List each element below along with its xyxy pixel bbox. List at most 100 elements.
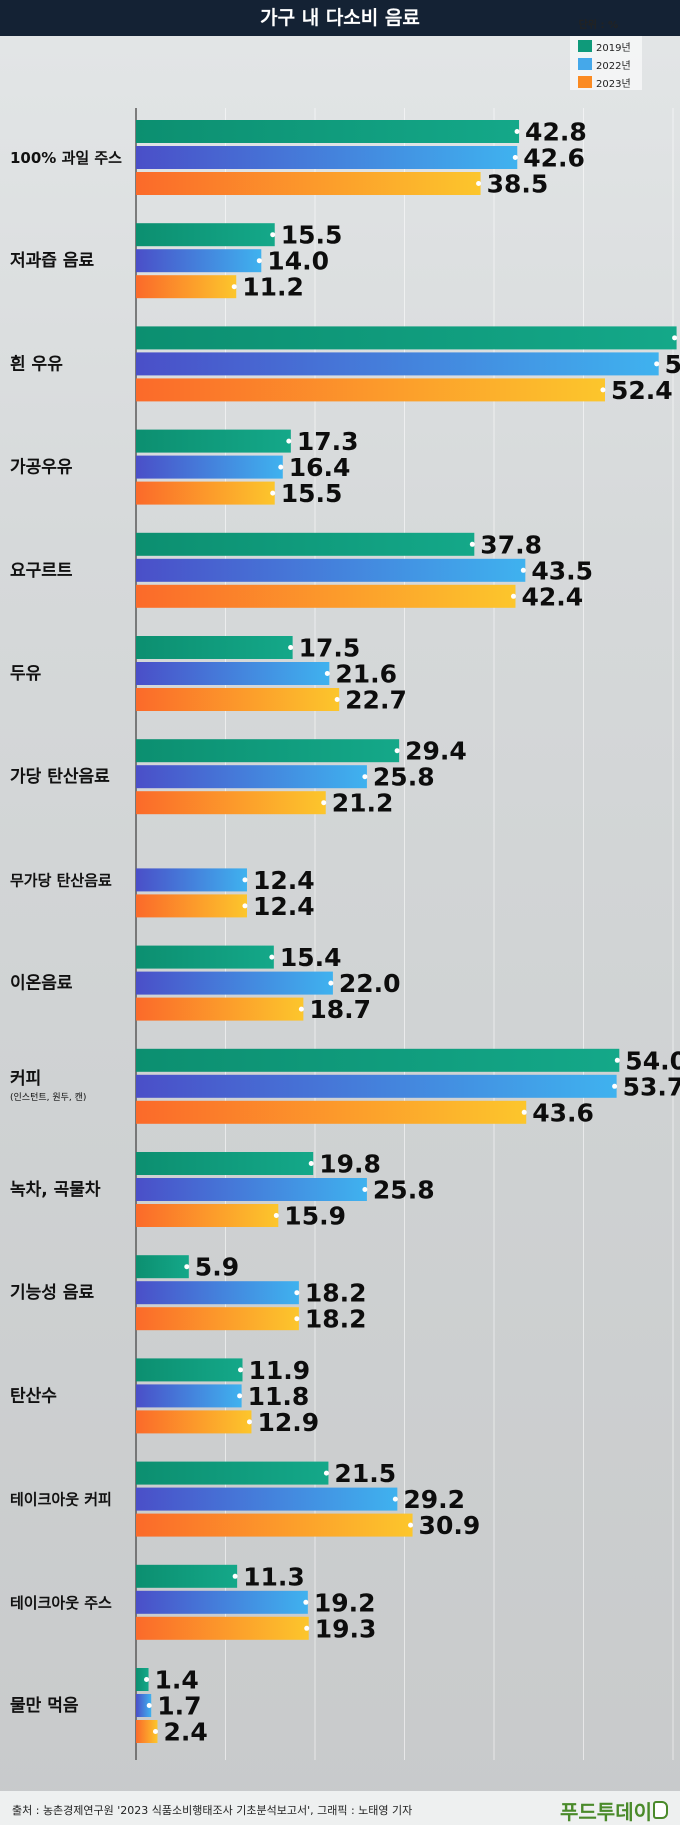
bar-end-dot: [328, 980, 334, 986]
chart-title: 가구 내 다소비 음료: [0, 0, 680, 36]
brand-cup-icon: [653, 1801, 668, 1819]
category-label: 물만 먹음: [10, 1696, 79, 1716]
bar-2023: [136, 1100, 527, 1124]
legend-swatch-2023: [578, 76, 592, 88]
bar-end-dot: [238, 1367, 244, 1373]
bar-end-dot: [256, 258, 262, 264]
bar-end-dot: [672, 335, 678, 341]
bar-2023: [136, 997, 304, 1021]
bar-2023: [136, 1720, 158, 1743]
value-label: 42.8: [525, 118, 587, 147]
value-label: 5.9: [195, 1253, 239, 1282]
source-text: 출처 : 농촌경제연구원 '2023 식품소비행태조사 기초분석보고서', 그래…: [12, 1804, 413, 1817]
bar-2019: [136, 1255, 189, 1279]
bar-2019: [136, 429, 291, 453]
bar-2022: [136, 1487, 398, 1511]
bar-2023: [136, 172, 481, 195]
bar-2022: [136, 662, 330, 685]
bar-end-dot: [521, 1109, 527, 1115]
bar-2022: [136, 1074, 617, 1098]
value-label: 42.6: [523, 144, 585, 173]
bar-end-dot: [394, 748, 400, 754]
legend-label-2023: 2023년: [596, 79, 631, 90]
bar-2019: [136, 223, 275, 247]
category-label: 테이크아웃 커피: [10, 1491, 112, 1509]
value-label: 14.0: [267, 247, 329, 276]
bar-2023: [136, 275, 237, 299]
bar-2022: [136, 352, 659, 376]
bar-end-dot: [152, 1729, 158, 1734]
bar-2023: [136, 688, 340, 711]
value-label: 11.2: [242, 273, 304, 302]
bar-end-dot: [362, 1187, 368, 1192]
value-label: 17.3: [297, 427, 359, 456]
legend-item-2019: 2019년: [570, 38, 642, 54]
bar-2022: [136, 1281, 299, 1305]
bar-2022: [136, 1694, 152, 1717]
value-label: 19.8: [319, 1150, 381, 1179]
category-label: 탄산수: [10, 1386, 57, 1406]
category-label: 커피: [10, 1069, 41, 1089]
bar-end-dot: [408, 1522, 414, 1528]
bar-end-dot: [232, 1573, 238, 1579]
bar-2023: [136, 378, 605, 402]
bar-end-dot: [242, 903, 248, 909]
bar-2023: [136, 1204, 279, 1227]
bar-2022: [136, 558, 526, 582]
value-label: 21.2: [332, 789, 394, 818]
bar-2022: [136, 1590, 308, 1614]
bar-end-dot: [514, 129, 520, 134]
bar-2022: [136, 1384, 242, 1408]
bar-2022: [136, 971, 333, 995]
bar-2019: [136, 1152, 314, 1175]
value-label: 2.4: [163, 1718, 207, 1747]
bar-2023: [136, 584, 516, 608]
legend-label-2022: 2022년: [596, 61, 631, 72]
bar-end-dot: [303, 1599, 309, 1605]
value-label: 1.4: [155, 1666, 199, 1695]
category-label: 녹차, 곡물차: [10, 1180, 101, 1200]
bar-2019: [136, 636, 293, 659]
legend: 2019년 2022년 2023년: [570, 36, 642, 90]
value-label: 29.4: [405, 737, 467, 766]
value-label: 15.5: [281, 479, 343, 508]
category-label: 이온음료: [10, 974, 73, 994]
bar-end-dot: [278, 464, 284, 470]
bar-2019: [136, 1564, 238, 1588]
value-label: 29.2: [403, 1485, 465, 1514]
bar-2019: [136, 532, 475, 556]
footer: 출처 : 농촌경제연구원 '2023 식품소비행태조사 기초분석보고서', 그래…: [0, 1791, 680, 1825]
category-label: 테이크아웃 주스: [10, 1594, 112, 1612]
unit-label: 단위 : %: [578, 20, 618, 31]
bar-end-dot: [323, 1470, 329, 1476]
bar-end-dot: [334, 697, 340, 702]
bar-end-dot: [273, 1213, 279, 1218]
bar-end-dot: [231, 284, 237, 290]
bar-end-dot: [294, 1290, 300, 1296]
bar-end-dot: [286, 438, 292, 444]
brand-logo: 푸드투데이: [560, 1800, 652, 1824]
bar-end-dot: [270, 232, 276, 238]
bar-end-dot: [654, 361, 660, 367]
bar-end-dot: [237, 1393, 243, 1399]
value-label: 22.7: [345, 686, 407, 715]
bar-end-dot: [476, 181, 482, 186]
category-label: 무가당 탄산음료: [10, 871, 112, 889]
value-label: 15.9: [284, 1202, 346, 1231]
bar-end-dot: [469, 541, 475, 547]
value-label: 21.6: [335, 660, 397, 689]
bar-2023: [136, 481, 275, 505]
bar-2022: [136, 765, 367, 789]
bar-end-dot: [392, 1496, 398, 1502]
value-label: 18.7: [309, 995, 371, 1024]
value-label: 12.9: [257, 1408, 319, 1437]
value-label: 12.4: [253, 892, 315, 921]
bar-end-dot: [362, 774, 368, 780]
value-label: 52.4: [611, 376, 673, 405]
value-label: 37.8: [480, 530, 542, 559]
bar-2023: [136, 894, 247, 918]
value-label: 18.2: [305, 1305, 367, 1334]
legend-item-2023: 2023년: [570, 74, 642, 90]
value-label: 30.9: [419, 1511, 481, 1540]
